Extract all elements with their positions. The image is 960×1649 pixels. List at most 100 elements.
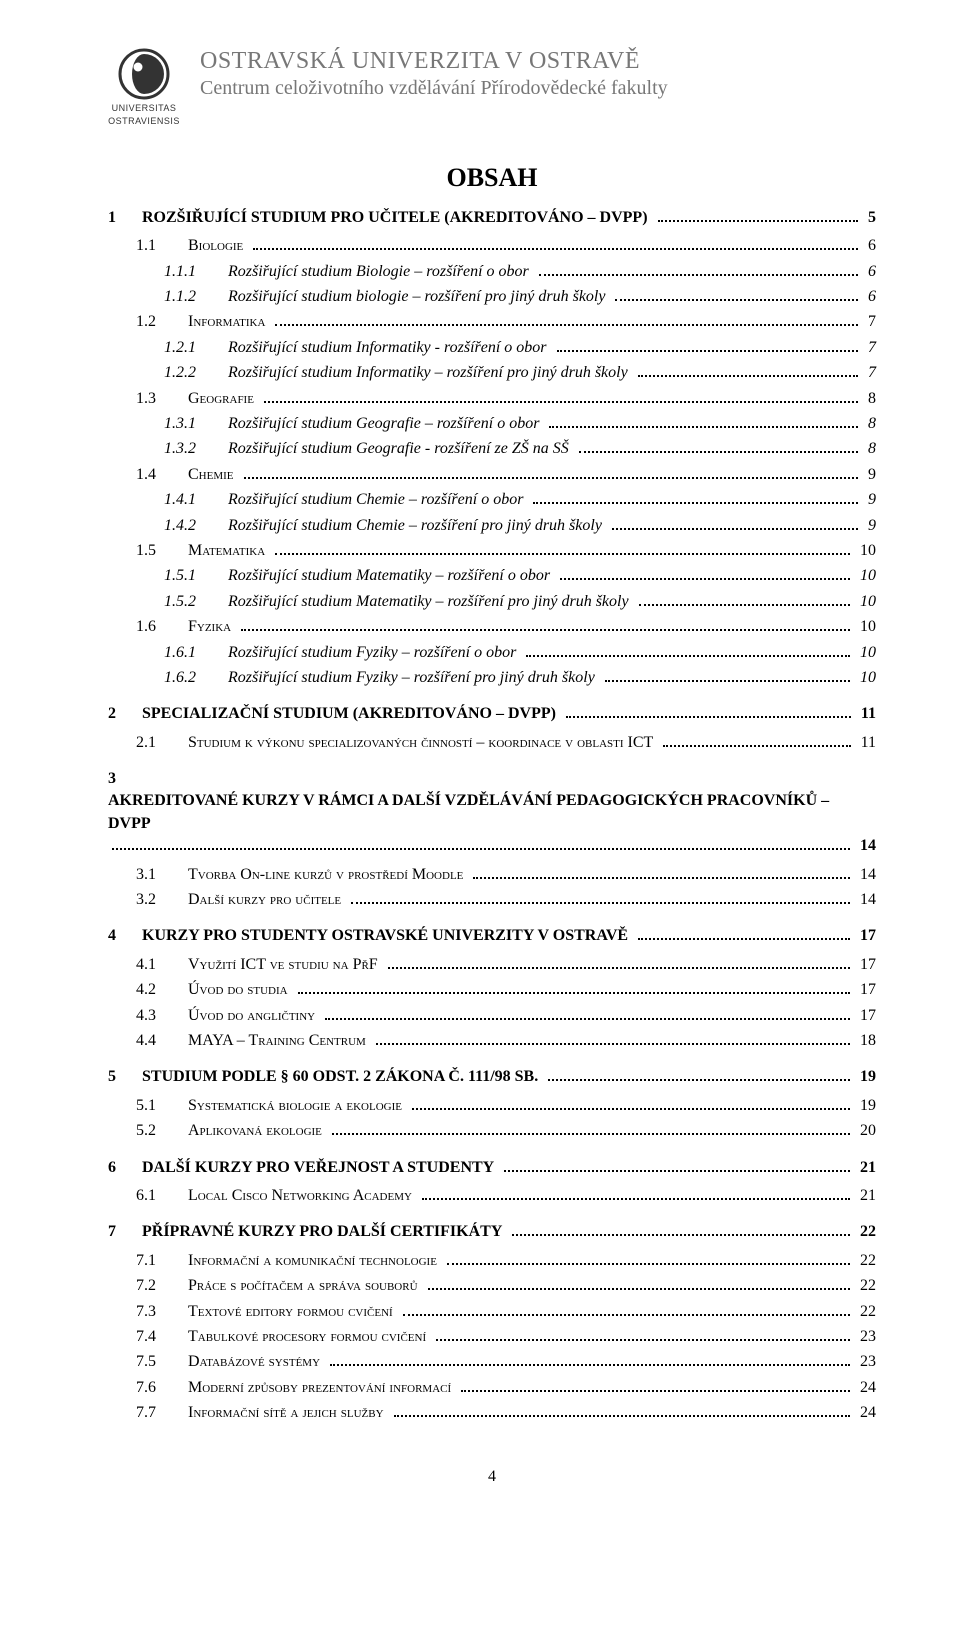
toc-entry: 1.5Matematika10: [108, 540, 876, 562]
toc-leader-dots: [638, 365, 858, 377]
toc-leader-dots: [473, 866, 850, 878]
toc-leader-dots: [253, 238, 858, 250]
toc-entry: 7.2Práce s počítačem a správa souborů22: [108, 1275, 876, 1297]
toc-number: 7.2: [136, 1275, 188, 1297]
toc-page: 9: [862, 489, 876, 511]
toc-page: 6: [862, 235, 876, 257]
toc-title: Rozšiřující studium Matematiky – rozšíře…: [228, 565, 556, 587]
toc-entry: 2SPECIALIZAČNÍ STUDIUM (AKREDITOVÁNO – D…: [108, 703, 876, 725]
toc-entry: 3.2Další kurzy pro učitele14: [108, 889, 876, 911]
toc-entry: 7.6Moderní způsoby prezentování informac…: [108, 1377, 876, 1399]
toc-number: 7.5: [136, 1351, 188, 1373]
toc-page: 17: [854, 1005, 876, 1027]
toc-entry: 1.5.2Rozšiřující studium Matematiky – ro…: [108, 591, 876, 613]
toc-number: 6: [108, 1157, 142, 1179]
toc-entry: 3.1Tvorba On-line kurzů v prostředí Mood…: [108, 864, 876, 886]
toc-leader-dots: [615, 289, 858, 301]
toc-leader-dots: [403, 1303, 850, 1315]
toc-number: 7.6: [136, 1377, 188, 1399]
toc-leader-dots: [241, 619, 850, 631]
toc-leader-dots: [658, 209, 858, 221]
logo-caption-2: OSTRAVIENSIS: [108, 117, 180, 126]
toc-leader-dots: [605, 670, 850, 682]
toc-page: 24: [854, 1402, 876, 1424]
toc-leader-dots: [504, 1159, 850, 1171]
toc-title: Biologie: [188, 235, 249, 257]
toc-entry: 2.1Studium k výkonu specializovaných čin…: [108, 732, 876, 754]
toc-entry: 1.5.1Rozšiřující studium Matematiky – ro…: [108, 565, 876, 587]
toc-page: 24: [854, 1377, 876, 1399]
toc-entry: 6.1Local Cisco Networking Academy21: [108, 1185, 876, 1207]
toc-title: Tvorba On-line kurzů v prostředí Moodle: [188, 864, 469, 886]
toc-leader-dots: [560, 568, 850, 580]
toc-number: 1.5.1: [164, 565, 228, 587]
toc-entry: 5STUDIUM PODLE § 60 ODST. 2 ZÁKONA Č. 11…: [108, 1066, 876, 1088]
toc-entry: 5.2Aplikovaná ekologie20: [108, 1120, 876, 1142]
toc-leader-dots: [332, 1123, 850, 1135]
toc-number: 1.4.1: [164, 489, 228, 511]
toc-leader-dots: [549, 416, 858, 428]
toc-leader-dots: [638, 928, 850, 940]
toc-number: 2.1: [136, 732, 188, 754]
toc-title: Rozšiřující studium Matematiky – rozšíře…: [228, 591, 635, 613]
toc-number: 1: [108, 207, 142, 229]
toc-page: 10: [854, 616, 876, 638]
toc-page: 17: [854, 925, 876, 947]
toc-entry: 4.3Úvod do angličtiny 17: [108, 1005, 876, 1027]
toc-number: 1.2.1: [164, 337, 228, 359]
toc-entry: 7.1Informační a komunikační technologie2…: [108, 1250, 876, 1272]
toc-title: Databázové systémy: [188, 1351, 326, 1373]
toc-page: 6: [862, 261, 876, 283]
toc-number: 1.1.2: [164, 286, 228, 308]
toc-number: 5: [108, 1066, 142, 1088]
toc-title: Studium k výkonu specializovaných činnos…: [188, 732, 659, 754]
toc-title: Informatika: [188, 311, 271, 333]
toc-page: 7: [862, 362, 876, 384]
toc-title: Fyzika: [188, 616, 237, 638]
toc-leader-dots: [557, 339, 858, 351]
toc-title: Práce s počítačem a správa souborů: [188, 1275, 424, 1297]
toc-page: 10: [854, 565, 876, 587]
toc-title: STUDIUM PODLE § 60 ODST. 2 ZÁKONA Č. 111…: [142, 1066, 544, 1088]
toc-title: Systematická biologie a ekologie: [188, 1095, 408, 1117]
toc-entry: 1.3.2Rozšiřující studium Geografie - roz…: [108, 438, 876, 460]
toc-title: Local Cisco Networking Academy: [188, 1185, 418, 1207]
toc-entry: 1.1.2Rozšiřující studium biologie – rozš…: [108, 286, 876, 308]
toc-entry: 1.4.1Rozšiřující studium Chemie – rozšíř…: [108, 489, 876, 511]
toc-leader-dots: [325, 1007, 850, 1019]
table-of-contents: 1ROZŠIŘUJÍCÍ STUDIUM PRO UČITELE (AKREDI…: [108, 207, 876, 1425]
toc-entry: 1.6Fyzika10: [108, 616, 876, 638]
toc-title: Rozšiřující studium Biologie – rozšíření…: [228, 261, 535, 283]
toc-leader-dots: [264, 390, 858, 402]
toc-leader-dots: [428, 1278, 850, 1290]
department-name: Centrum celoživotního vzdělávání Přírodo…: [200, 77, 876, 100]
toc-entry: 1.2.2Rozšiřující studium Informatiky – r…: [108, 362, 876, 384]
toc-leader-dots: [330, 1354, 850, 1366]
page: UNIVERSITAS OSTRAVIENSIS OSTRAVSKÁ UNIVE…: [0, 0, 960, 1534]
toc-page: 7: [862, 311, 876, 333]
toc-entry: 7.3Textové editory formou cvičení22: [108, 1301, 876, 1323]
toc-number: 1.6.2: [164, 667, 228, 689]
toc-number: 1.4.2: [164, 515, 228, 537]
toc-title: Rozšiřující studium Informatiky – rozšíř…: [228, 362, 634, 384]
toc-entry: 1ROZŠIŘUJÍCÍ STUDIUM PRO UČITELE (AKREDI…: [108, 207, 876, 229]
toc-title: Úvod do angličtiny: [188, 1005, 321, 1027]
toc-entry: 7.5Databázové systémy23: [108, 1351, 876, 1373]
toc-number: 2: [108, 703, 142, 725]
page-header: UNIVERSITAS OSTRAVIENSIS OSTRAVSKÁ UNIVE…: [108, 48, 876, 127]
toc-page: 6: [862, 286, 876, 308]
toc-page: 11: [855, 703, 876, 725]
toc-leader-dots: [275, 314, 858, 326]
toc-entry: 1.4Chemie9: [108, 464, 876, 486]
toc-number: 3.1: [136, 864, 188, 886]
toc-entry: 5.1Systematická biologie a ekologie19: [108, 1095, 876, 1117]
toc-number: 4.3: [136, 1005, 188, 1027]
toc-number: 1.2.2: [164, 362, 228, 384]
toc-leader-dots: [663, 734, 850, 746]
toc-leader-dots: [639, 593, 850, 605]
toc-title: Rozšiřující studium Informatiky - rozšíř…: [228, 337, 553, 359]
toc-page: 14: [854, 889, 876, 911]
toc-page: 14: [854, 835, 876, 857]
toc-leader-dots: [436, 1329, 850, 1341]
toc-leader-dots: [351, 892, 850, 904]
